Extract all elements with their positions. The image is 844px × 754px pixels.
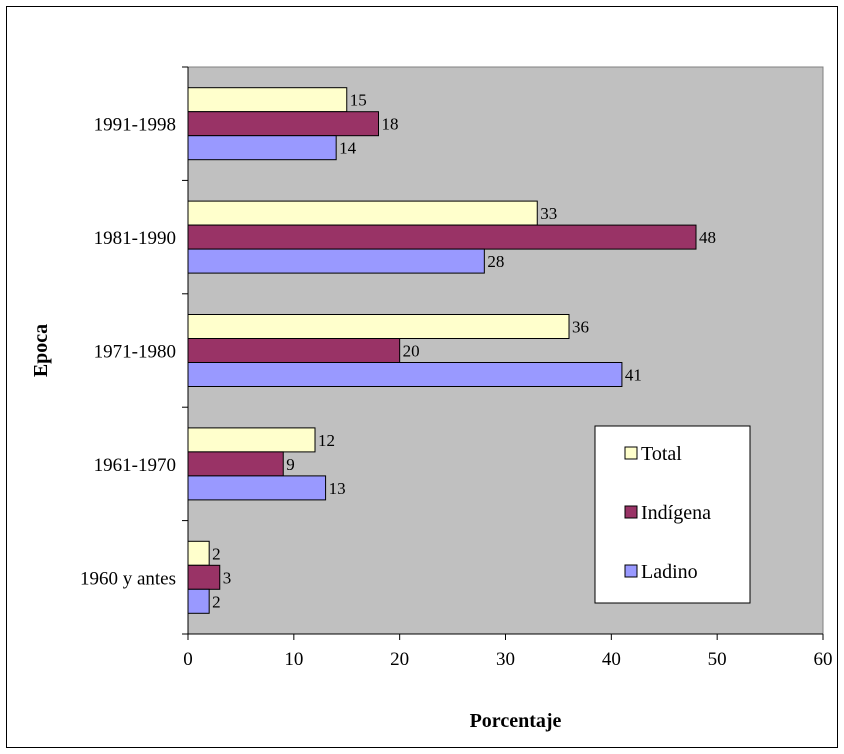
data-label: 33: [540, 204, 557, 223]
bar-ladino-1991-1998: [187, 135, 337, 161]
data-label: 18: [382, 115, 399, 134]
category-label: 1960 y antes: [80, 568, 176, 589]
data-label: 36: [572, 318, 589, 337]
y-axis-title: Epoca: [30, 324, 52, 377]
x-tick-label: 10: [284, 649, 303, 670]
data-label: 2: [212, 544, 221, 563]
x-tick-label: 0: [183, 649, 193, 670]
legend-label: Ladino: [641, 561, 698, 583]
x-tick-label: 20: [390, 649, 409, 670]
data-label: 28: [487, 252, 504, 271]
data-label: 41: [625, 366, 642, 385]
category-label: 1971-1980: [94, 342, 176, 363]
data-label: 20: [403, 342, 420, 361]
bar-indígena-1961-1970: [187, 451, 284, 477]
bars-group: [187, 87, 697, 614]
legend-label: Indígena: [641, 502, 711, 524]
bar-total-1991-1998: [187, 87, 348, 113]
category-labels-group: 1991-1998 1981-1990 1971-1980 1961-1970 1960…: [80, 115, 176, 590]
bar-total-1971-1980: [187, 314, 570, 339]
category-label: 1991-1998: [94, 115, 176, 136]
bar-ladino-1971-1980: [187, 362, 623, 387]
legend-box: [594, 425, 751, 604]
x-tick-label: 40: [602, 649, 621, 670]
data-labels-group: 15 18 14 33 48 28 36 20 41 12 9 13 232: [212, 91, 716, 612]
bar-total-1960-y-antes: [187, 540, 210, 566]
data-label: 14: [339, 139, 357, 158]
data-label: 3: [223, 568, 232, 587]
data-label: 15: [350, 91, 367, 110]
data-label: 12: [318, 431, 335, 450]
bar-indígena-1981-1990: [187, 224, 697, 250]
category-label: 1981-1990: [94, 228, 176, 249]
bar-indígena-1960-y-antes: [187, 564, 221, 590]
bar-ladino-1981-1990: [187, 248, 485, 274]
axes-group: [182, 66, 824, 640]
data-label: 2: [212, 592, 221, 611]
bar-ladino-1961-1970: [187, 475, 327, 501]
legend-swatch: [624, 505, 638, 519]
data-label: 13: [329, 479, 346, 498]
bar-total-1981-1990: [187, 200, 538, 226]
x-tick-label: 60: [814, 649, 833, 670]
legend-swatch: [624, 446, 638, 460]
bar-indígena-1991-1998: [187, 111, 379, 137]
data-label: 48: [699, 228, 716, 247]
x-axis-title: Porcentaje: [470, 710, 562, 732]
category-label: 1961-1970: [94, 455, 176, 476]
x-tick-label: 30: [496, 649, 515, 670]
x-tick-label: 50: [708, 649, 727, 670]
bar-indígena-1971-1980: [187, 338, 401, 363]
legend: Total Indígena Ladino: [594, 425, 751, 604]
bar-ladino-1960-y-antes: [187, 588, 210, 614]
legend-swatch: [624, 564, 638, 578]
bar-total-1961-1970: [187, 427, 316, 453]
legend-label: Total: [641, 443, 682, 465]
data-label: 9: [286, 455, 295, 474]
x-tick-labels-group: 0 10 20 30 40 50 60: [183, 649, 832, 670]
